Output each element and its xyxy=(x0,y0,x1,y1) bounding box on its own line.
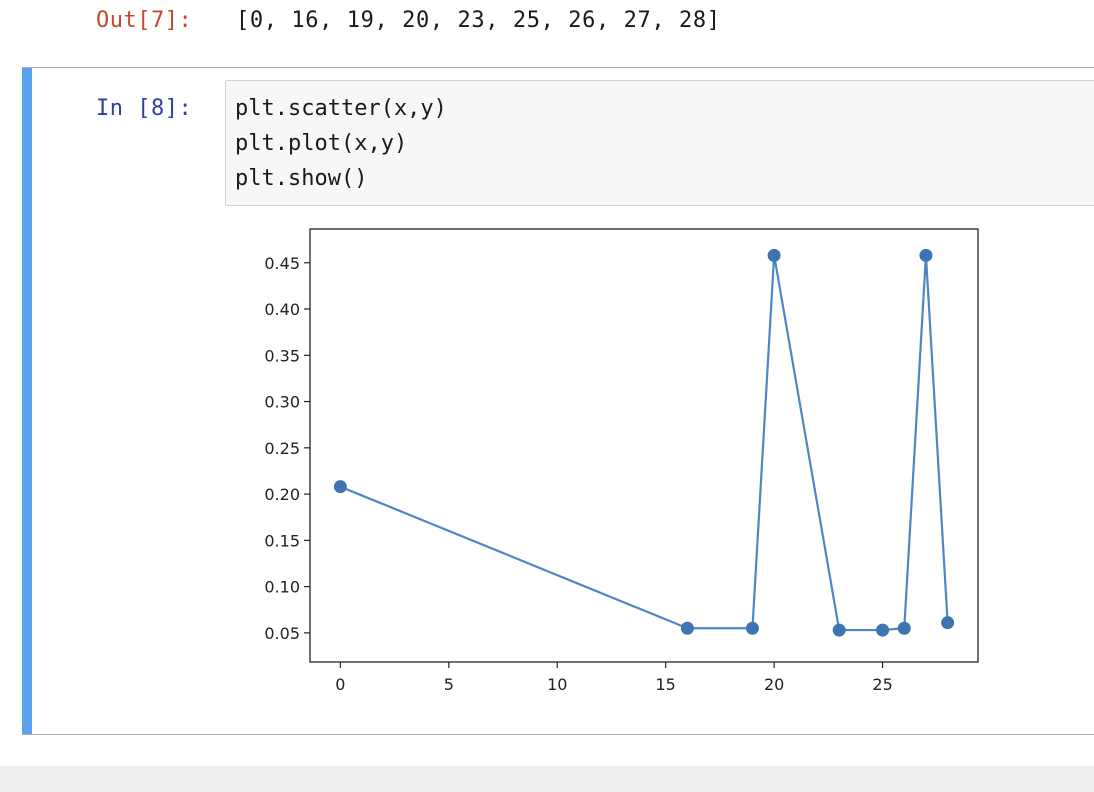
data-point xyxy=(767,248,781,262)
code-line[interactable]: plt.scatter(x,y) xyxy=(235,96,447,121)
x-tick-label: 5 xyxy=(444,675,454,694)
x-tick-label: 0 xyxy=(335,675,345,694)
notebook-footer-strip xyxy=(0,766,1094,792)
code-editor[interactable]: plt.scatter(x,y) plt.plot(x,y) plt.show(… xyxy=(225,80,1094,206)
series-line xyxy=(339,254,949,632)
y-tick-label: 0.25 xyxy=(264,439,300,458)
plot-output: 0.05 0.10 0.15 0.20 0.25 0.30 0.35 0.40 0.45 0 5 10… xyxy=(240,223,1010,718)
y-tick-label: 0.30 xyxy=(264,393,300,412)
input-prompt: In [8]: xyxy=(96,96,193,121)
code-line[interactable]: plt.show() xyxy=(235,166,368,191)
y-tick-label: 0.45 xyxy=(264,254,300,273)
data-point xyxy=(897,621,911,635)
data-point xyxy=(876,623,890,637)
output-text[interactable]: [0, 16, 19, 20, 23, 25, 26, 27, 28] xyxy=(236,8,721,33)
y-tick-label: 0.05 xyxy=(264,624,300,643)
y-tick-label: 0.35 xyxy=(264,346,300,365)
y-tick-label: 0.40 xyxy=(264,300,300,319)
data-point xyxy=(941,616,955,630)
output-prompt: Out[7]: xyxy=(96,8,193,33)
y-tick-label: 0.20 xyxy=(264,485,300,504)
y-tick-label: 0.15 xyxy=(264,531,300,550)
output-cell: Out[7]: [0, 16, 19, 20, 23, 25, 26, 27, … xyxy=(0,0,1094,48)
x-tick-label: 20 xyxy=(764,675,784,694)
data-point xyxy=(333,480,347,494)
data-point xyxy=(919,248,933,262)
data-point xyxy=(680,621,694,635)
data-point xyxy=(832,623,846,637)
code-line[interactable]: plt.plot(x,y) xyxy=(235,131,408,156)
x-tick-label: 15 xyxy=(656,675,676,694)
code-cell-selected[interactable]: In [8]: plt.scatter(x,y) plt.plot(x,y) p… xyxy=(22,67,1094,735)
y-tick-label: 0.10 xyxy=(264,578,300,597)
x-tick-label: 10 xyxy=(547,675,567,694)
x-tick-label: 25 xyxy=(872,675,892,694)
data-point xyxy=(745,621,759,635)
scatter-line-chart: 0.05 0.10 0.15 0.20 0.25 0.30 0.35 0.40 0.45 0 5 10… xyxy=(264,228,979,694)
plot-frame xyxy=(309,228,979,663)
cell-selection-bar xyxy=(22,68,32,734)
